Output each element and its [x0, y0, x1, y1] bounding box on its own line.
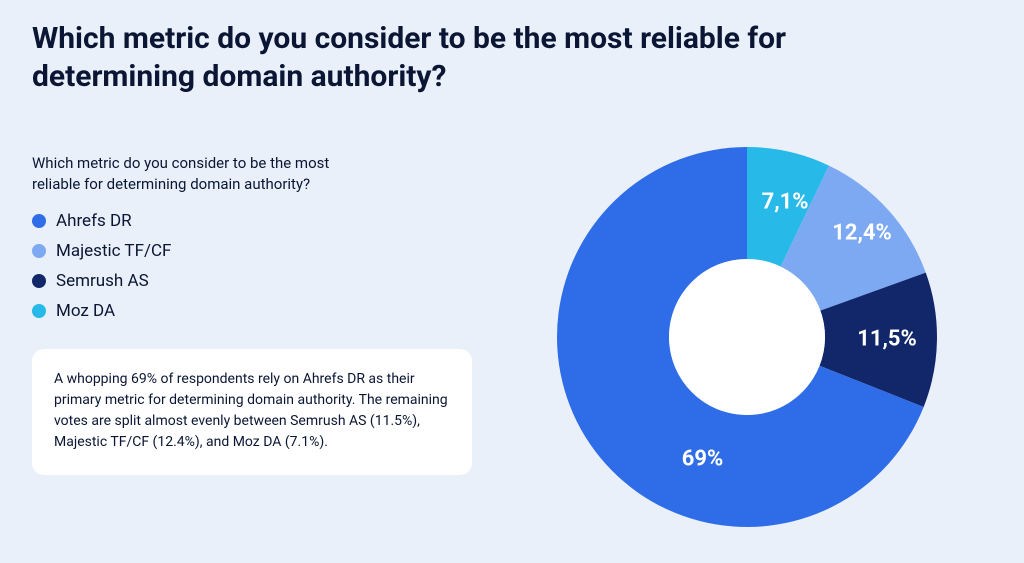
slice-label: 7,1%	[762, 190, 809, 215]
left-column: Which metric do you consider to be the m…	[32, 137, 502, 475]
donut-chart: 7,1% 12,4% 11,5% 69%	[547, 137, 947, 537]
legend: Ahrefs DR Majestic TF/CF Semrush AS Moz DA	[32, 211, 502, 321]
subquestion-text: Which metric do you consider to be the m…	[32, 153, 362, 195]
slice-label: 12,4%	[832, 221, 892, 246]
slice-label: 11,5%	[857, 327, 917, 352]
legend-swatch	[32, 274, 46, 288]
page-title: Which metric do you consider to be the m…	[32, 20, 792, 95]
content-row: Which metric do you consider to be the m…	[32, 137, 992, 537]
legend-swatch	[32, 304, 46, 318]
legend-label: Ahrefs DR	[56, 211, 132, 231]
legend-item: Semrush AS	[32, 271, 502, 291]
legend-label: Majestic TF/CF	[56, 241, 171, 261]
legend-label: Moz DA	[56, 301, 115, 321]
legend-swatch	[32, 244, 46, 258]
legend-label: Semrush AS	[56, 271, 149, 291]
right-column: 7,1% 12,4% 11,5% 69%	[502, 137, 992, 537]
summary-note: A whopping 69% of respondents rely on Ah…	[32, 349, 472, 475]
legend-item: Moz DA	[32, 301, 502, 321]
legend-item: Ahrefs DR	[32, 211, 502, 231]
legend-item: Majestic TF/CF	[32, 241, 502, 261]
legend-swatch	[32, 214, 46, 228]
donut-hole	[669, 259, 825, 415]
slice-label: 69%	[682, 447, 724, 472]
